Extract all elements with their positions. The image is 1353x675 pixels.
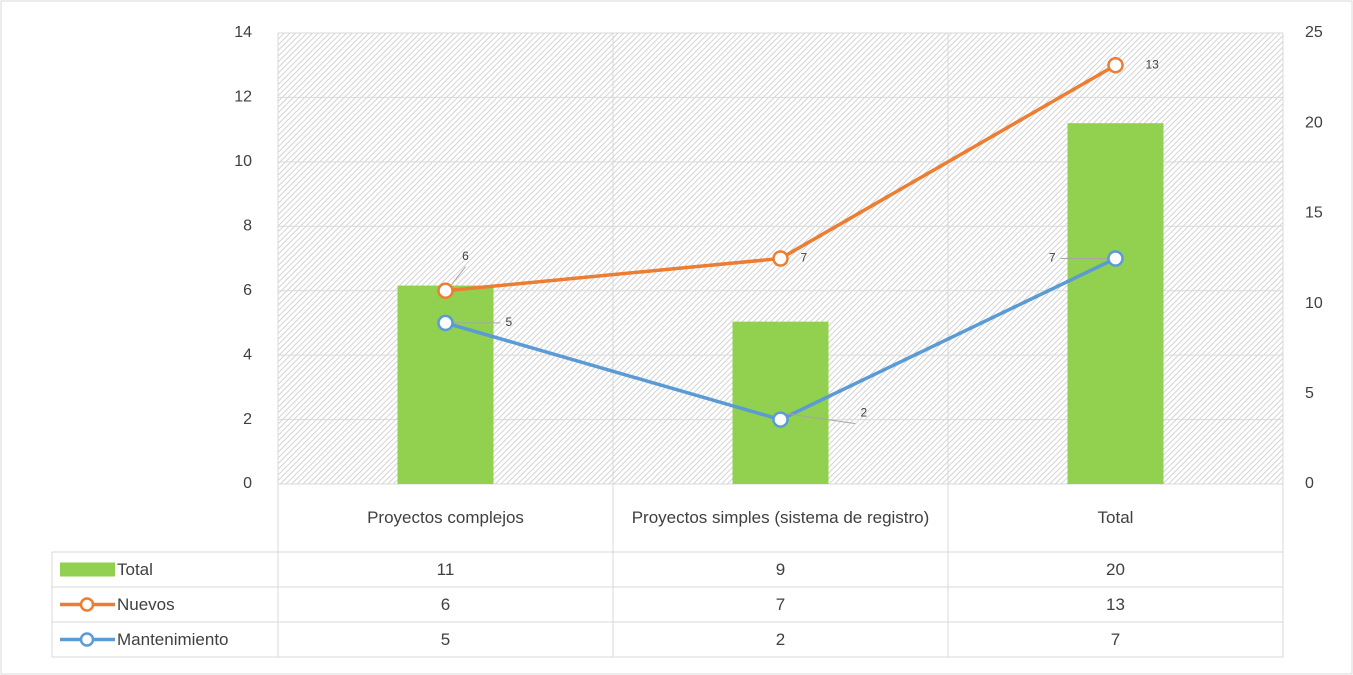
x-tick-label: Proyectos simples (sistema de registro): [631, 508, 930, 527]
data-label: 2: [861, 406, 868, 420]
y2-tick-label: 25: [1305, 24, 1323, 41]
marker: [772, 250, 789, 267]
table-cell: 2: [776, 630, 785, 649]
y-tick-label: 12: [234, 89, 252, 106]
table-cell: 11: [437, 560, 455, 579]
y2-tick-label: 15: [1305, 205, 1323, 222]
table-cell: 20: [1106, 560, 1125, 579]
marker: [772, 411, 789, 428]
table-cell: 6: [441, 595, 450, 614]
data-label: 13: [1146, 57, 1160, 71]
data-label: 5: [506, 315, 513, 329]
data-label: 6: [462, 249, 469, 263]
y-tick-label: 14: [234, 24, 252, 41]
table-cell: 13: [1106, 595, 1125, 614]
data-label: 7: [801, 251, 808, 265]
marker: [437, 314, 454, 332]
marker: [437, 282, 454, 299]
y-tick-label: 2: [243, 411, 252, 428]
legend-key: [60, 562, 115, 577]
legend-key: [79, 632, 95, 647]
leader-line: [451, 266, 466, 286]
y-tick-label: 4: [243, 346, 252, 363]
y-tick-label: 8: [243, 218, 252, 235]
marker: [1107, 56, 1124, 74]
table-cell: 5: [441, 630, 450, 649]
y2-tick-label: 10: [1305, 295, 1323, 312]
table-cell: 7: [1111, 630, 1120, 649]
y-tick-label: 6: [243, 282, 252, 299]
marker: [1107, 250, 1124, 267]
data-label: 7: [1049, 251, 1056, 265]
y2-tick-label: 20: [1305, 114, 1323, 131]
table-cell: 9: [776, 560, 785, 579]
legend-label: Nuevos: [117, 595, 175, 614]
y-tick-label: 10: [234, 153, 252, 170]
y2-tick-label: 5: [1305, 385, 1314, 402]
legend-key: [79, 597, 95, 612]
y-tick-label: 0: [243, 475, 252, 492]
x-tick-label: Proyectos complejos: [367, 508, 524, 527]
legend-label: Mantenimiento: [117, 630, 229, 649]
table-cell: 7: [776, 595, 785, 614]
legend-label: Total: [117, 560, 153, 579]
leader-line: [786, 413, 856, 425]
y2-tick-label: 0: [1305, 475, 1314, 492]
bar: [1067, 123, 1164, 484]
x-tick-label: Total: [1097, 508, 1134, 527]
